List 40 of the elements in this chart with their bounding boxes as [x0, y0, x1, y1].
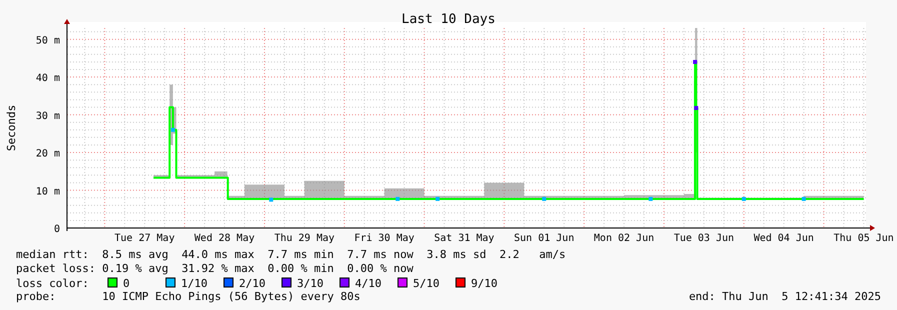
y-tick-label: 40 m [36, 73, 60, 84]
y-tick-label: 20 m [36, 148, 60, 160]
x-tick-label: Tue 27 May [114, 233, 175, 244]
text: packet loss: 0.19 % avg 31.92 % max 0.00 % min 0.00 % now [16, 262, 414, 275]
x-tick-label: Sun 01 Jun [514, 233, 574, 244]
chart-title: Last 10 Days [402, 12, 496, 27]
x-tick-label: Thu 05 Jun [834, 233, 894, 244]
point [742, 196, 746, 201]
x-tick-label: Tue 03 Jun [674, 233, 734, 244]
y-tick-label: 0 [54, 224, 60, 235]
legend-title: loss color: [16, 277, 89, 290]
x-tick-label: Thu 29 May [274, 233, 335, 244]
text: median rtt: 8.5 ms avg 44.0 ms max 7.7 ms min 7.7 ms now 3.8 ms sd 2.2 am/s [16, 248, 566, 261]
x-tick-label: Fri 30 May [354, 233, 414, 244]
x-tick-label: Wed 04 Jun [754, 233, 814, 244]
point [693, 60, 698, 64]
y-tick-label: 30 m [36, 110, 60, 122]
legend-label: 0 [123, 277, 130, 290]
legend-label: 1/10 [181, 277, 208, 290]
point [648, 196, 653, 201]
legend-label: 5/10 [413, 277, 440, 290]
x-tick-label: Wed 28 May [194, 233, 255, 244]
legend-label: 4/10 [355, 277, 382, 290]
point [802, 196, 806, 201]
point [170, 128, 175, 132]
point [542, 196, 546, 201]
text: probe: 10 ICMP Echo Pings (56 Bytes) every 80s [16, 290, 360, 303]
y-tick-label: 10 m [36, 186, 60, 198]
y-tick-label: 50 m [36, 35, 60, 46]
legend-label: 9/10 [471, 277, 498, 290]
legend-label: 2/10 [239, 277, 266, 290]
x-tick-label: Sat 31 May [434, 233, 494, 244]
point [436, 196, 440, 201]
point [694, 106, 698, 110]
point [269, 198, 274, 202]
point [396, 196, 400, 201]
text: end: Thu Jun 5 12:41:34 2025 [688, 290, 881, 303]
x-tick-label: Mon 02 Jun [594, 233, 654, 244]
y-axis-title: Seconds [5, 104, 18, 152]
legend-label: 3/10 [297, 277, 324, 290]
